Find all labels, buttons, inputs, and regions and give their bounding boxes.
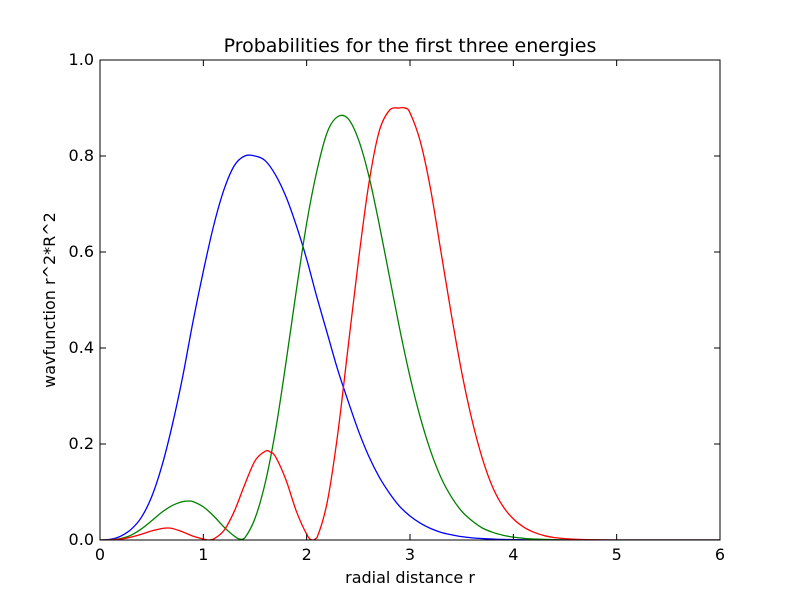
x-tick-label: 6 — [715, 545, 725, 564]
x-tick-label: 0 — [95, 545, 105, 564]
y-tick-label: 0.0 — [69, 530, 94, 549]
x-axis-title: radial distance r — [345, 568, 475, 587]
y-tick-label: 0.8 — [69, 146, 94, 165]
y-tick-label: 1.0 — [69, 50, 94, 69]
y-tick-label: 0.4 — [69, 338, 94, 357]
y-axis-ticks: 0.0 0.2 0.4 0.6 0.8 1.0 — [69, 50, 720, 549]
y-tick-label: 0.6 — [69, 242, 94, 261]
x-tick-label: 5 — [612, 545, 622, 564]
x-axis-ticks: 0 1 2 3 4 5 6 — [95, 60, 725, 564]
chart-title: Probabilities for the first three energi… — [224, 35, 597, 57]
x-tick-label: 2 — [302, 545, 312, 564]
x-tick-label: 1 — [198, 545, 208, 564]
x-tick-label: 3 — [405, 545, 415, 564]
series-line-3 — [100, 106, 720, 540]
y-axis-title: wavfunction r^2*R^2 — [40, 212, 59, 388]
y-tick-label: 0.2 — [69, 434, 94, 453]
x-tick-label: 4 — [508, 545, 518, 564]
series-line-2 — [100, 114, 720, 540]
